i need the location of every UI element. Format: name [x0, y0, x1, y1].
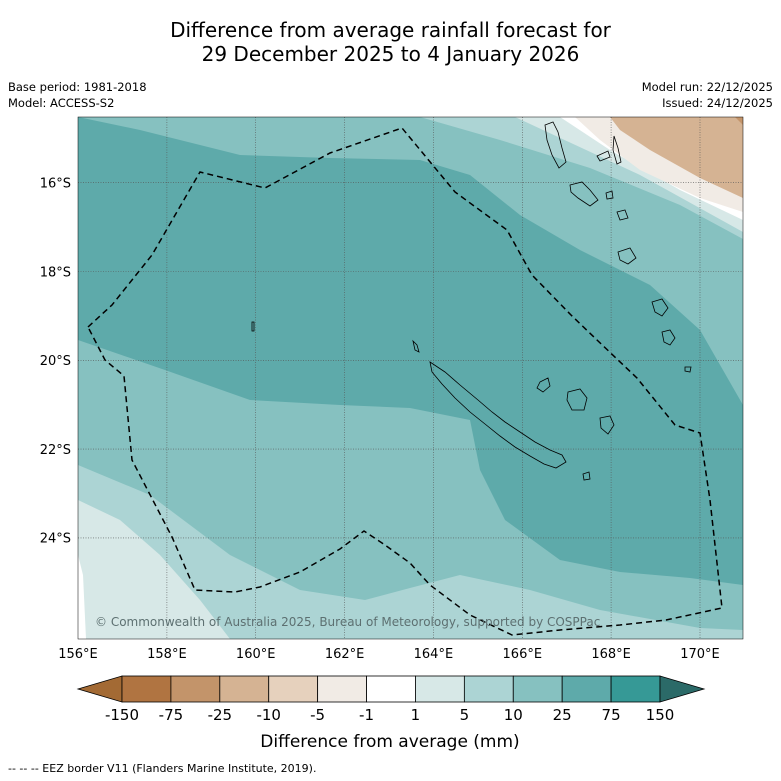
y-tick-20s: 20°S [40, 354, 71, 369]
x-tick-166: 166°E [503, 647, 543, 662]
colorbar-segment [170, 675, 221, 703]
colorbar-segment [366, 675, 416, 703]
efate-island [616, 209, 629, 221]
x-tick-158: 158°E [147, 647, 187, 662]
colorbar-tick-label: -1 [359, 706, 374, 724]
band-0-bottom [78, 500, 230, 639]
colorbar-segment [219, 675, 270, 703]
aneityum-island [661, 329, 676, 346]
eez-border [87, 127, 723, 636]
colorbar-segment [610, 675, 661, 703]
tanna-island [651, 298, 669, 317]
espiritu-santo-island [544, 121, 567, 169]
colorbar-labels: -150 -75 -25 -10 -5 -1 1 5 10 25 75 150 [105, 706, 674, 724]
eez-footnote: -- -- -- EEZ border V11 (Flanders Marine… [8, 762, 317, 775]
y-tick-18s: 18°S [40, 265, 71, 280]
band-neg25-top [610, 117, 743, 198]
y-tick-22s: 22°S [40, 443, 71, 458]
base-period: Base period: 1981-2018 [8, 80, 147, 94]
colorbar-segment [415, 675, 465, 703]
colorbar-tick-label: 10 [504, 706, 523, 724]
rainfall-contours [78, 117, 743, 639]
band-1-5-bottom [78, 465, 743, 639]
colorbar-tick-label: 75 [602, 706, 621, 724]
model-name: Model: ACCESS-S2 [8, 96, 115, 110]
ouvea-island [536, 377, 551, 393]
colorbar-segment [317, 675, 367, 703]
band-neg75-top [735, 117, 743, 125]
colorbar-tick-label: -25 [208, 706, 233, 724]
colorbar-tick-label: 5 [460, 706, 470, 724]
colorbar-arrow-low [76, 675, 123, 703]
y-tick-16s: 16°S [40, 177, 71, 192]
x-tick-labels: 156°E 158°E 160°E 162°E 164°E 166°E 168°… [58, 647, 720, 662]
title-line-2: 29 December 2025 to 4 January 2026 [201, 42, 580, 66]
colorbar-tick-label: 25 [553, 706, 572, 724]
colorbar-tick-label: -150 [105, 706, 139, 724]
malakula-island [569, 181, 599, 207]
colorbar-title: Difference from average (mm) [260, 732, 519, 752]
epi-island [605, 190, 614, 200]
y-tick-labels: 16°S 18°S 20°S 22°S 24°S [40, 177, 71, 547]
issued-date: Issued: 24/12/2025 [662, 96, 773, 110]
x-tick-162: 162°E [325, 647, 365, 662]
map-frame [77, 116, 744, 640]
x-tick-156: 156°E [58, 647, 98, 662]
colorbar-tick-label: 1 [411, 706, 421, 724]
chesterfield-islands [251, 321, 255, 332]
mare-island [599, 415, 615, 435]
x-tick-170: 170°E [680, 647, 720, 662]
band-25-75 [78, 117, 743, 585]
map-title: Difference from average rainfall forecas… [0, 18, 781, 66]
x-tick-164: 164°E [414, 647, 454, 662]
model-run: Model run: 22/12/2025 [641, 80, 773, 94]
colorbar [76, 675, 706, 703]
erromango-island [617, 247, 637, 265]
pentecost-island [612, 135, 622, 165]
belep-islands [412, 339, 420, 353]
meta-right: Model run: 22/12/2025 Issued: 24/12/2025 [642, 79, 773, 111]
meta-left: Base period: 1981-2018 Model: ACCESS-S2 [8, 79, 147, 111]
colorbar-arrow-high [659, 675, 706, 703]
y-tick-24s: 24°S [40, 532, 71, 547]
coastlines [251, 121, 692, 481]
graticule [78, 117, 743, 639]
colorbar-segment [512, 675, 563, 703]
colorbar-segment [268, 675, 319, 703]
band-white-bottom [78, 555, 86, 639]
colorbar-segment [463, 675, 514, 703]
lifou-island [566, 388, 588, 411]
colorbar-tick-label: 150 [646, 706, 675, 724]
isle-of-pines [582, 471, 591, 481]
x-tick-160: 160°E [236, 647, 276, 662]
maewo-island [596, 150, 611, 162]
x-tick-168: 168°E [591, 647, 631, 662]
copyright-notice: © Commonwealth of Australia 2025, Bureau… [95, 615, 600, 629]
matthew-island [684, 366, 692, 373]
colorbar-tick-label: -5 [310, 706, 325, 724]
colorbar-segment [121, 675, 172, 703]
new-caledonia-island [429, 361, 567, 469]
colorbar-segment [561, 675, 612, 703]
band-1-5-top [78, 117, 743, 239]
colorbar-tick-label: -10 [256, 706, 281, 724]
title-line-1: Difference from average rainfall forecas… [170, 18, 611, 42]
colorbar-tick-label: -75 [159, 706, 184, 724]
